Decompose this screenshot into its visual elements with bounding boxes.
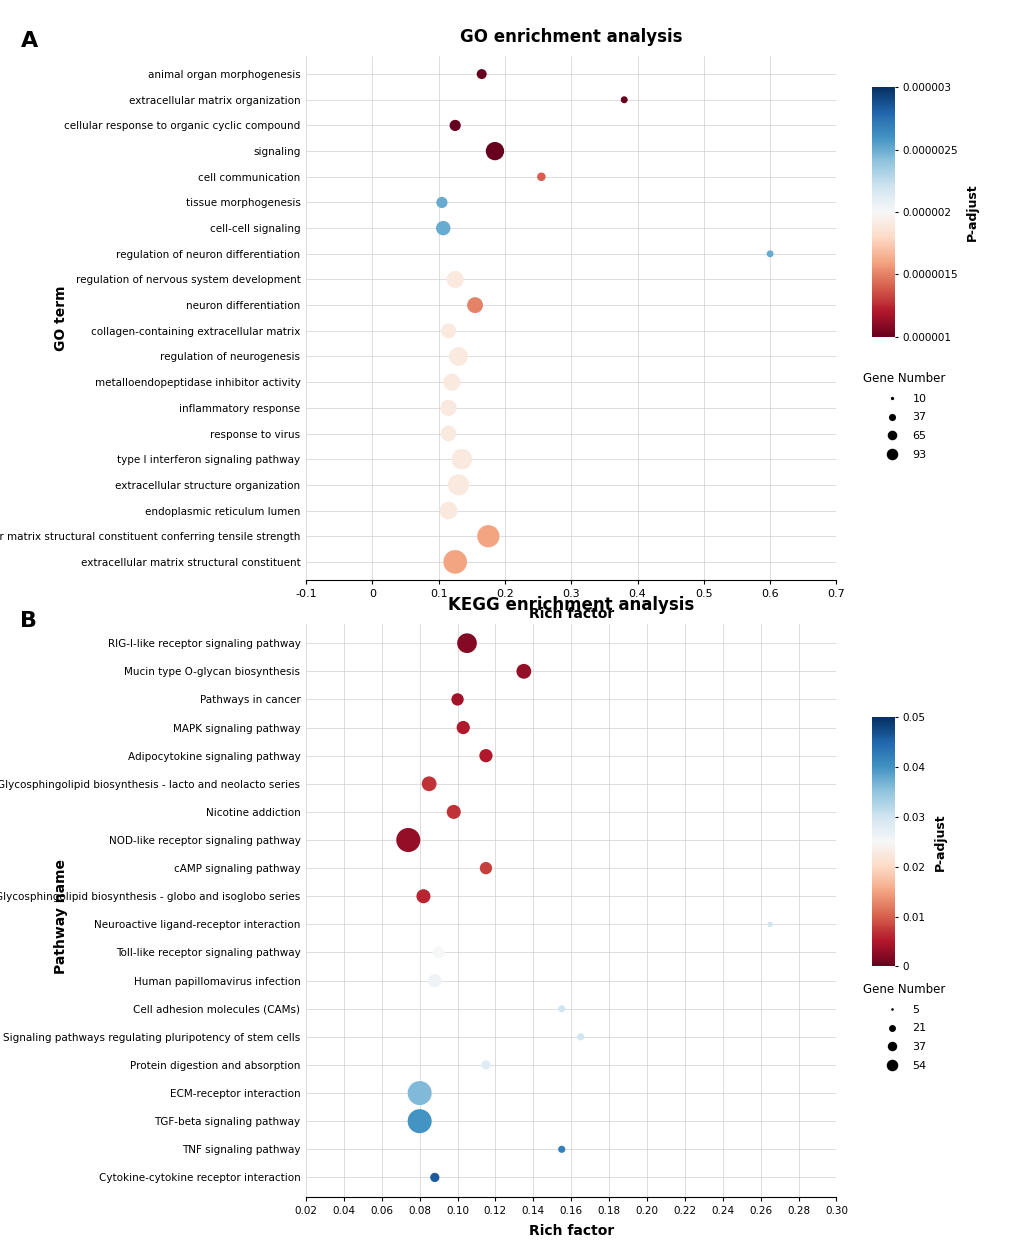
Point bbox=[399, 831, 416, 850]
Point bbox=[421, 774, 437, 794]
Point bbox=[430, 943, 446, 963]
Point bbox=[553, 1140, 570, 1160]
Point bbox=[480, 526, 496, 546]
Point bbox=[467, 296, 483, 315]
Point bbox=[486, 141, 502, 161]
Point bbox=[450, 347, 467, 367]
Point bbox=[454, 717, 471, 737]
Point bbox=[440, 424, 457, 444]
Point bbox=[449, 690, 466, 710]
Point bbox=[415, 887, 431, 907]
Title: KEGG enrichment analysis: KEGG enrichment analysis bbox=[447, 596, 694, 614]
Point bbox=[450, 475, 467, 495]
Point bbox=[446, 116, 463, 136]
Point bbox=[435, 218, 451, 238]
Text: Pathway name: Pathway name bbox=[54, 859, 68, 974]
Point bbox=[477, 858, 493, 878]
Point bbox=[453, 449, 470, 469]
Point bbox=[533, 167, 549, 187]
Point bbox=[426, 1167, 442, 1187]
Point bbox=[761, 244, 777, 264]
Y-axis label: P-adjust: P-adjust bbox=[965, 183, 978, 241]
Point bbox=[615, 90, 632, 110]
Text: GO term: GO term bbox=[54, 286, 68, 350]
Legend: 5, 21, 37, 54: 5, 21, 37, 54 bbox=[857, 978, 949, 1076]
Text: A: A bbox=[20, 31, 38, 51]
Point bbox=[426, 970, 442, 990]
Title: GO enrichment analysis: GO enrichment analysis bbox=[460, 29, 682, 46]
Y-axis label: P-adjust: P-adjust bbox=[932, 813, 946, 870]
Point bbox=[446, 552, 463, 572]
Point bbox=[761, 914, 777, 934]
Point bbox=[516, 661, 532, 681]
Text: B: B bbox=[20, 611, 38, 631]
Point bbox=[459, 633, 475, 653]
Point bbox=[445, 802, 462, 822]
Point bbox=[440, 320, 457, 340]
Point bbox=[473, 64, 489, 84]
Point bbox=[553, 999, 570, 1019]
Point bbox=[443, 372, 460, 392]
Point bbox=[440, 398, 457, 418]
Point bbox=[440, 500, 457, 520]
Point bbox=[572, 1026, 588, 1046]
Point bbox=[411, 1084, 427, 1104]
Point bbox=[446, 269, 463, 289]
Point bbox=[477, 746, 493, 766]
Point bbox=[433, 192, 449, 212]
X-axis label: Rich factor: Rich factor bbox=[528, 607, 613, 621]
Point bbox=[477, 1055, 493, 1075]
Legend: 10, 37, 65, 93: 10, 37, 65, 93 bbox=[857, 367, 949, 465]
X-axis label: Rich factor: Rich factor bbox=[528, 1225, 613, 1238]
Point bbox=[411, 1111, 427, 1131]
